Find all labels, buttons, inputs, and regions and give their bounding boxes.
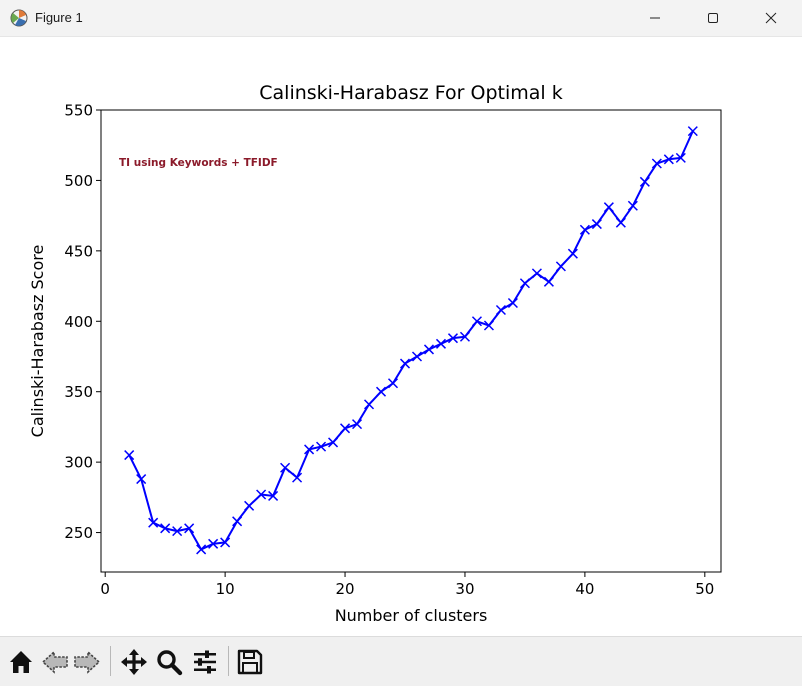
back-arrow-icon — [41, 650, 68, 674]
maximize-icon — [708, 13, 718, 23]
data-point — [603, 202, 614, 213]
data-point — [639, 176, 650, 187]
forward-button[interactable] — [73, 648, 101, 676]
x-tick-label: 40 — [575, 580, 594, 598]
minimize-button[interactable] — [626, 0, 684, 36]
data-point — [160, 523, 171, 534]
data-point — [483, 320, 494, 331]
configure-subplots-button[interactable] — [191, 648, 219, 676]
data-point — [687, 126, 698, 137]
data-point — [124, 450, 135, 461]
data-point — [495, 304, 506, 316]
forward-arrow-icon — [74, 650, 101, 674]
data-point — [579, 224, 590, 235]
y-tick-label: 300 — [64, 454, 93, 472]
data-point — [675, 152, 686, 163]
data-point — [555, 261, 566, 272]
pan-icon — [121, 649, 147, 675]
data-point — [411, 351, 423, 362]
chart-title: Calinski-Harabasz For Optimal k — [259, 82, 563, 104]
data-point — [363, 399, 375, 410]
data-point — [507, 297, 518, 309]
data-point — [387, 378, 399, 389]
x-tick-label: 30 — [455, 580, 474, 598]
save-icon — [237, 649, 263, 675]
data-point — [651, 158, 662, 169]
x-tick-label: 50 — [695, 580, 714, 598]
x-axis: 0 10 20 30 40 50 — [100, 572, 714, 598]
close-icon — [765, 12, 777, 24]
save-button[interactable] — [236, 648, 264, 676]
data-point — [459, 331, 470, 342]
y-tick-label: 250 — [64, 524, 93, 542]
data-point — [220, 537, 231, 548]
y-axis-label: Calinski-Harabasz Score — [28, 245, 47, 438]
y-tick-label: 400 — [64, 313, 93, 331]
pan-button[interactable] — [120, 648, 148, 676]
data-point — [435, 338, 447, 349]
data-point — [567, 248, 578, 259]
navigation-toolbar — [0, 636, 802, 686]
data-point — [148, 517, 159, 528]
x-tick-label: 0 — [100, 580, 110, 598]
x-tick-label: 10 — [216, 580, 235, 598]
figure-app-icon — [9, 8, 29, 28]
data-point — [184, 523, 195, 534]
data-point — [423, 344, 435, 355]
data-point — [280, 462, 291, 473]
data-point — [531, 268, 542, 279]
y-tick-label: 450 — [64, 242, 93, 260]
y-tick-label: 500 — [64, 172, 93, 190]
maximize-button[interactable] — [684, 0, 742, 36]
chart-annotation: TI using Keywords + TFIDF — [119, 157, 278, 169]
data-point — [471, 316, 482, 327]
data-point — [663, 154, 674, 165]
data-point — [399, 358, 411, 369]
data-point — [375, 386, 387, 397]
zoom-button[interactable] — [155, 648, 183, 676]
figure-canvas[interactable]: Calinski-Harabasz For Optimal k TI using… — [0, 37, 802, 635]
line-chart[interactable]: Calinski-Harabasz For Optimal k TI using… — [0, 37, 802, 635]
data-point — [172, 526, 183, 537]
y-tick-label: 350 — [64, 383, 93, 401]
data-point — [328, 437, 339, 448]
configure-subplots-icon — [194, 650, 216, 674]
data-point — [292, 472, 303, 483]
data-point — [352, 419, 363, 430]
x-axis-label: Number of clusters — [335, 606, 488, 625]
y-tick-label: 550 — [64, 102, 93, 120]
y-axis: 250 300 350 400 450 500 550 — [64, 102, 101, 542]
home-icon — [10, 651, 32, 673]
data-point — [627, 200, 638, 211]
data-point — [316, 441, 327, 452]
data-point — [244, 500, 255, 511]
data-point — [304, 444, 315, 455]
data-point — [591, 219, 602, 230]
close-button[interactable] — [742, 0, 800, 36]
minimize-icon — [650, 17, 660, 19]
home-button[interactable] — [7, 648, 35, 676]
toolbar-separator — [228, 646, 229, 676]
data-point — [340, 423, 351, 434]
x-tick-label: 20 — [335, 580, 354, 598]
data-point — [208, 538, 219, 549]
plot-area — [100, 109, 722, 573]
data-point — [543, 276, 554, 287]
data-point — [615, 217, 626, 228]
data-point — [268, 490, 279, 501]
data-point — [519, 278, 530, 289]
zoom-icon — [157, 650, 183, 676]
title-bar[interactable]: Figure 1 — [0, 0, 802, 37]
back-button[interactable] — [41, 648, 69, 676]
window-title: Figure 1 — [35, 10, 83, 25]
data-point — [136, 474, 147, 485]
toolbar-separator — [110, 646, 111, 676]
data-point — [232, 516, 243, 527]
data-point — [447, 333, 459, 344]
data-point — [196, 544, 207, 555]
data-point — [256, 489, 267, 500]
series-layer — [124, 126, 698, 555]
